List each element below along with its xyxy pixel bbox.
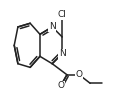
Text: N: N (59, 49, 65, 58)
Text: O: O (76, 70, 83, 79)
Text: O: O (57, 81, 64, 90)
Text: N: N (49, 22, 56, 31)
Text: Cl: Cl (58, 10, 66, 19)
